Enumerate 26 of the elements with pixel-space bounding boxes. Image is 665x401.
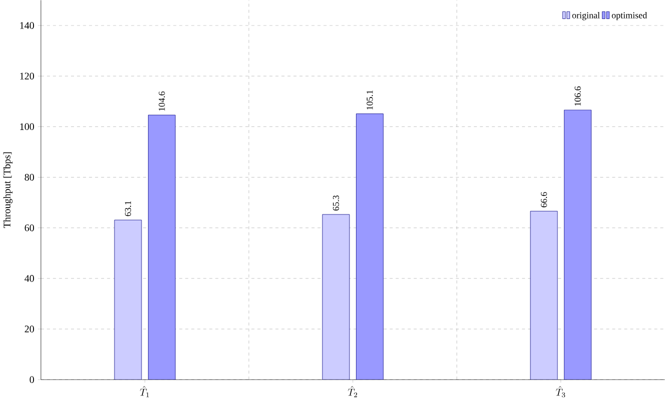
data-label: 106.6: [574, 86, 581, 106]
y-axis-title: Throughput [Tbps]: [3, 152, 12, 228]
y-tick-label: 0: [30, 376, 34, 384]
legend-label: original: [572, 12, 600, 20]
y-tick-label: 80: [24, 174, 34, 181]
bar: [114, 220, 142, 380]
x-tick-label: $\hat{T}_2$: [348, 386, 358, 398]
data-label: 105.1: [366, 90, 373, 110]
y-tick-label: 60: [24, 224, 34, 232]
y-tick-label: 140: [20, 22, 34, 30]
bar: [564, 110, 592, 380]
y-tick-label: 120: [20, 72, 34, 80]
y-tick-label: 40: [24, 275, 34, 282]
data-label: 104.6: [158, 92, 165, 111]
bar: [322, 214, 350, 380]
bar: [530, 211, 558, 380]
bar: [356, 114, 384, 380]
y-tick-label: 100: [20, 124, 34, 130]
data-label: 66.6: [540, 192, 547, 208]
y-tick-label: 20: [24, 326, 34, 333]
data-label: 63.1: [124, 201, 132, 216]
legend-label: optimised: [612, 12, 647, 20]
data-label: 65.3: [332, 196, 340, 211]
x-tick-label: $\hat{T}_3$: [556, 386, 566, 398]
bar: [148, 115, 176, 380]
x-tick-label: $\hat{T}_1$: [140, 386, 149, 398]
